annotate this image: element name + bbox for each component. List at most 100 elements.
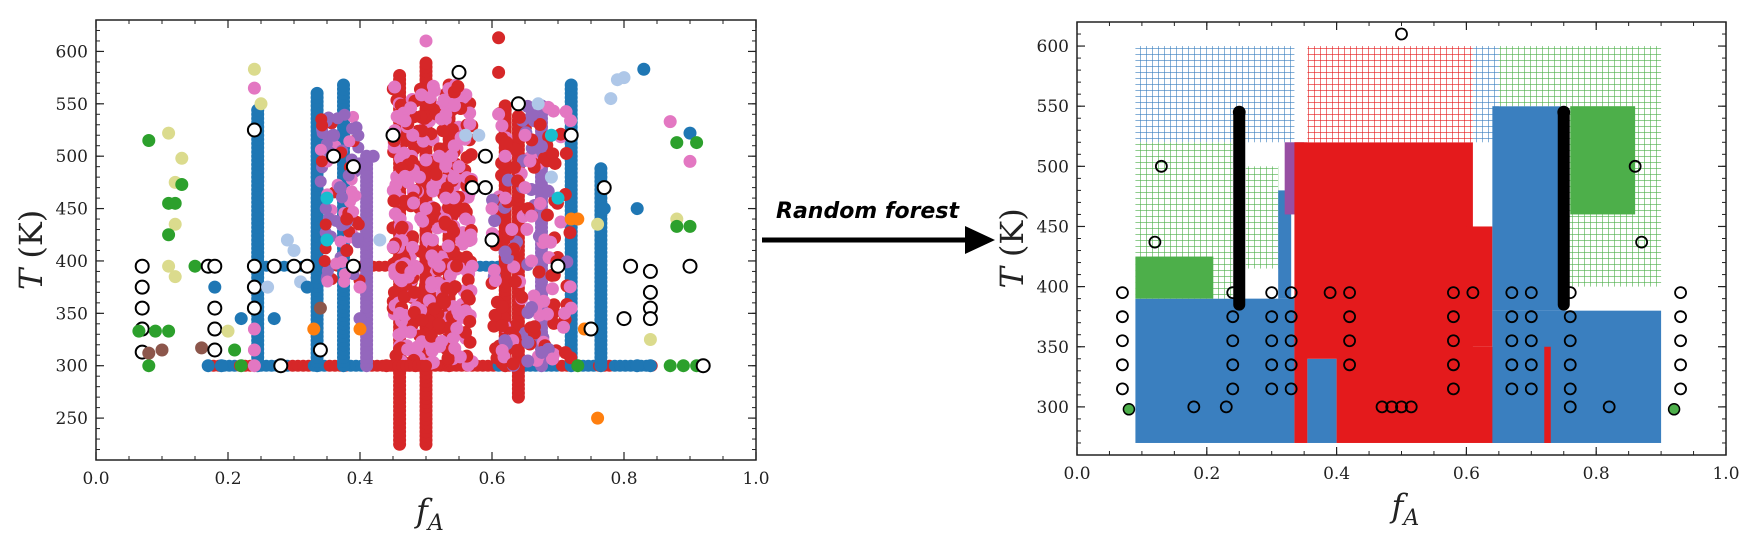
cluster-point <box>525 209 539 223</box>
streak-point <box>310 86 324 100</box>
cluster-point <box>525 301 539 315</box>
data-point <box>683 154 697 168</box>
cluster-point <box>440 181 454 195</box>
data-point <box>320 233 334 247</box>
data-point <box>690 136 704 150</box>
data-point <box>426 233 440 247</box>
left-xtick-label: 0.6 <box>478 469 505 489</box>
right-ytick-label: 500 <box>1037 157 1069 177</box>
left-xlabel: fA <box>414 492 444 536</box>
cluster-point <box>460 289 474 303</box>
cluster-point <box>416 134 430 148</box>
open-point <box>1563 334 1577 348</box>
data-point <box>162 324 176 338</box>
data-point <box>155 343 169 357</box>
cluster-point <box>487 263 501 277</box>
cluster-point <box>446 332 460 346</box>
cluster-point <box>507 260 521 274</box>
data-point <box>234 359 248 373</box>
open-point <box>345 258 361 274</box>
data-point <box>234 312 248 326</box>
open-point <box>1226 310 1240 324</box>
data-point <box>538 233 552 247</box>
cluster-point <box>525 108 539 122</box>
cluster-point <box>456 237 470 251</box>
cluster-point <box>559 105 573 119</box>
open-point <box>207 300 223 316</box>
open-point <box>451 64 467 80</box>
open-point <box>1466 286 1480 300</box>
cluster-point <box>415 313 429 327</box>
cluster-point <box>389 178 403 192</box>
data-point <box>419 202 433 216</box>
cluster-point <box>398 169 412 183</box>
open-point <box>1524 334 1538 348</box>
open-point <box>1524 358 1538 372</box>
data-point <box>492 107 506 121</box>
right-ytick-label: 450 <box>1037 217 1069 237</box>
cluster-point <box>448 99 462 113</box>
data-point <box>492 31 506 45</box>
cluster-point <box>463 314 477 328</box>
open-point <box>1116 334 1129 348</box>
cluster-point <box>495 300 509 314</box>
cluster-point <box>432 317 446 331</box>
data-point <box>162 228 176 242</box>
open-point <box>550 258 566 274</box>
open-point <box>477 180 493 196</box>
cluster-point <box>397 290 411 304</box>
data-point <box>280 233 294 247</box>
green-point <box>1667 403 1681 416</box>
right-xtick-label: 0.4 <box>1323 464 1350 484</box>
data-point <box>254 97 268 111</box>
open-point <box>1505 382 1519 396</box>
open-point <box>1375 400 1389 414</box>
open-point <box>1284 382 1298 396</box>
open-point <box>266 258 282 274</box>
data-point <box>320 191 334 205</box>
arrow-label: Random forest <box>776 199 960 224</box>
cluster-point <box>497 350 511 364</box>
cluster-point <box>506 357 520 371</box>
cluster-point <box>343 135 356 148</box>
open-point <box>1226 334 1240 348</box>
decision-region <box>1245 166 1279 269</box>
cluster-point <box>515 290 529 304</box>
cluster-point <box>521 335 535 349</box>
data-point <box>188 259 202 273</box>
open-point <box>464 180 480 196</box>
left-ytick-label: 300 <box>56 357 88 377</box>
decision-region <box>1570 106 1636 215</box>
decision-region <box>1135 298 1295 443</box>
cluster-point <box>440 281 454 295</box>
streak-point <box>594 162 608 176</box>
data-point <box>518 181 532 195</box>
right-plot-area <box>1116 27 1687 443</box>
data-point <box>379 359 393 373</box>
cluster-point <box>406 230 420 244</box>
data-point <box>168 217 182 231</box>
cluster-point <box>438 215 452 229</box>
open-point <box>1395 400 1408 414</box>
open-point <box>246 279 262 295</box>
decision-region <box>1518 346 1545 407</box>
cluster-point <box>461 273 475 287</box>
data-point <box>544 170 558 184</box>
cluster-point <box>520 222 534 236</box>
data-point <box>168 196 182 210</box>
open-point <box>1524 286 1538 300</box>
open-point <box>1116 382 1129 396</box>
cluster-point <box>395 274 409 288</box>
left-xtick-label: 1.0 <box>742 469 769 489</box>
decision-region <box>1307 358 1337 443</box>
data-point <box>459 128 473 142</box>
data-point <box>195 341 209 355</box>
open-point <box>1602 400 1616 414</box>
data-point <box>597 202 611 216</box>
open-point <box>134 258 150 274</box>
data-point <box>465 259 479 273</box>
cluster-point <box>554 215 568 229</box>
cluster-point <box>321 275 334 288</box>
left-xtick-label: 0.0 <box>82 469 109 489</box>
